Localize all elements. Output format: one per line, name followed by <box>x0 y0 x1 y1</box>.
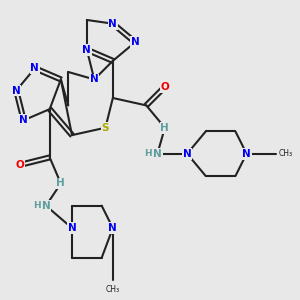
Text: H: H <box>144 149 152 158</box>
Text: N: N <box>109 19 117 29</box>
Text: H: H <box>33 201 40 210</box>
Text: N: N <box>183 149 191 159</box>
Text: CH₃: CH₃ <box>278 149 293 158</box>
Text: N: N <box>31 63 39 73</box>
Text: N: N <box>90 74 99 84</box>
Text: N: N <box>19 115 28 125</box>
Text: N: N <box>12 85 21 96</box>
Text: N: N <box>68 223 76 233</box>
Text: N: N <box>109 223 117 233</box>
Text: N: N <box>131 37 140 47</box>
Text: O: O <box>160 82 169 92</box>
Text: H: H <box>160 123 169 133</box>
Text: N: N <box>242 149 251 159</box>
Text: N: N <box>82 45 91 55</box>
Text: S: S <box>102 123 109 133</box>
Text: H: H <box>56 178 65 188</box>
Text: O: O <box>16 160 24 170</box>
Text: CH₃: CH₃ <box>106 285 120 294</box>
Text: N: N <box>42 201 50 211</box>
Text: N: N <box>153 149 162 159</box>
